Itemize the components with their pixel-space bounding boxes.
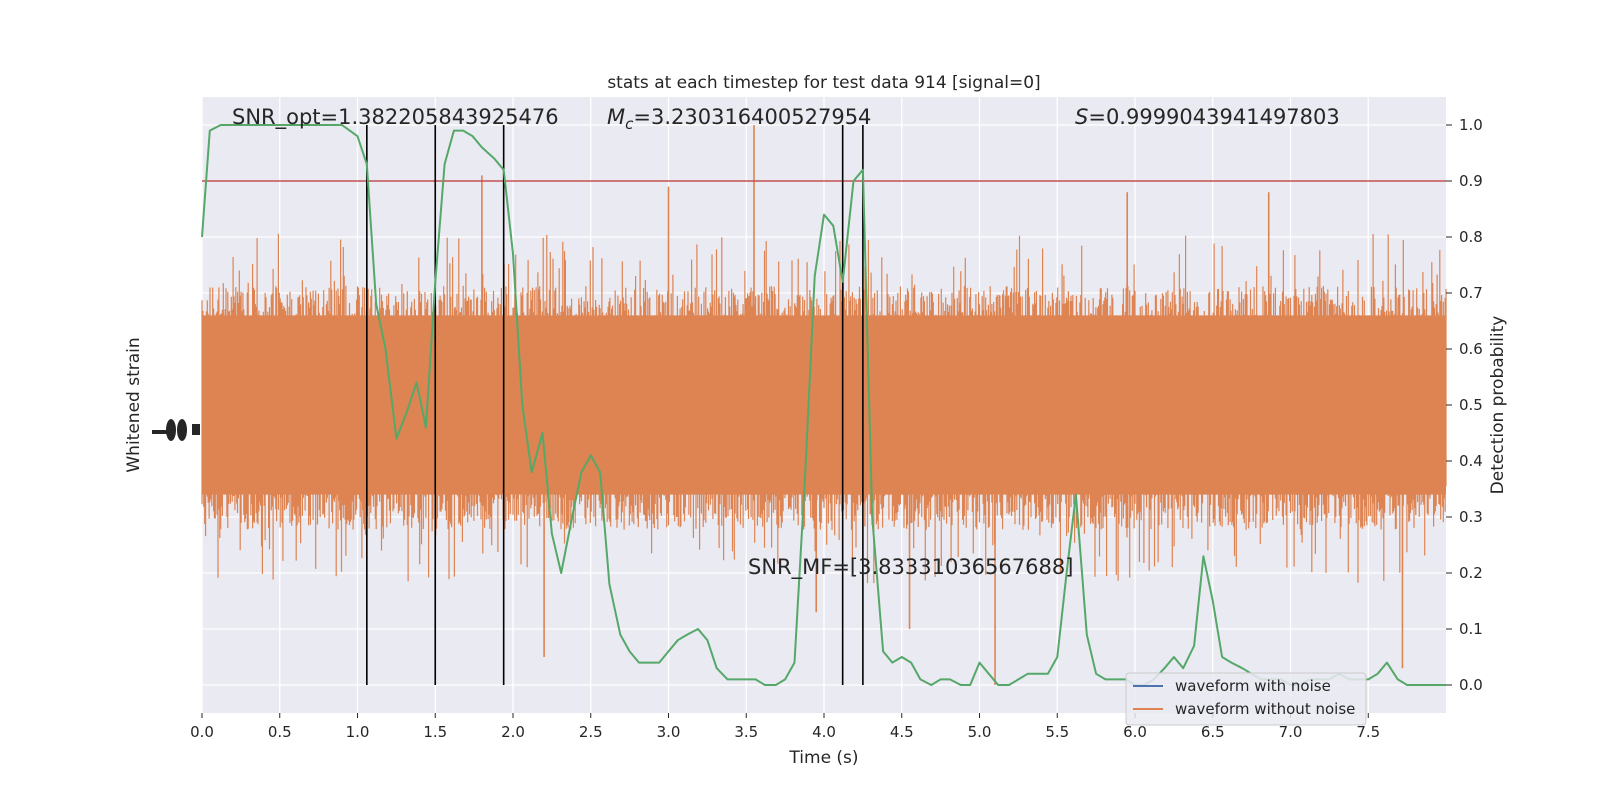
x-tick-label: 6.0 (1123, 723, 1147, 741)
right-tick-label: 0.7 (1459, 284, 1483, 302)
x-tick-label: 1.5 (423, 723, 447, 741)
chirp-mass-symbol: M (607, 105, 625, 129)
chirp-mass-annotation: Mc=3.230316400527954 (607, 105, 871, 133)
x-axis-ticks: 0.0 0.5 1.0 1.5 2.0 2.5 3.0 3.5 4.0 4.5 5.0 5.5 6.0 6… (190, 713, 1380, 741)
x-tick-label: 4.0 (812, 723, 836, 741)
x-axis-label: Time (s) (788, 748, 858, 768)
x-tick-label: 0.0 (190, 723, 214, 741)
left-tick-label-blob (166, 419, 176, 441)
chart-title: stats at each timestep for test data 914… (607, 73, 1040, 93)
legend-box (1125, 672, 1367, 726)
legend-label-with-noise: waveform with noise (1175, 677, 1331, 695)
right-axis-ticks: 0.0 0.1 0.2 0.3 0.4 0.5 0.6 0.7 0.8 0.9 1.0 (1446, 116, 1483, 694)
left-axis-label: Whitened strain (124, 337, 144, 472)
right-tick-label: 1.0 (1459, 116, 1483, 134)
detection-probability-layer (201, 124, 1446, 686)
right-tick-label: 0.6 (1459, 340, 1483, 358)
spin-symbol: S (1075, 105, 1088, 129)
x-tick-label: 3.5 (734, 723, 758, 741)
snr-mf-annotation: SNR_MF=[3.83331036567688] (748, 555, 1073, 580)
x-tick-label: 0.5 (268, 723, 292, 741)
snr-opt-annotation: SNR_opt=1.382205843925476 (232, 105, 559, 130)
spin-value: =0.9999043941497803 (1088, 105, 1339, 129)
chirp-mass-value: =3.230316400527954 (633, 105, 871, 129)
right-tick-label: 0.0 (1459, 676, 1483, 694)
x-tick-label: 7.5 (1356, 723, 1380, 741)
x-tick-label: 7.0 (1279, 723, 1303, 741)
x-tick-label: 5.0 (968, 723, 992, 741)
x-tick-label: 2.0 (501, 723, 525, 741)
x-tick-label: 3.0 (657, 723, 681, 741)
right-tick-label: 0.8 (1459, 228, 1483, 246)
legend: waveform with noise waveform without noi… (1125, 672, 1367, 726)
right-tick-label: 0.5 (1459, 396, 1483, 414)
right-tick-label: 0.4 (1459, 452, 1483, 470)
left-tick-label-blob (192, 424, 200, 435)
detection-probability-line (201, 124, 1446, 686)
right-tick-label: 0.2 (1459, 564, 1483, 582)
left-tick-mark (152, 430, 172, 434)
x-tick-label: 1.0 (346, 723, 370, 741)
noise-core (202, 315, 1446, 495)
right-tick-label: 0.1 (1459, 620, 1483, 638)
x-tick-label: 6.5 (1201, 723, 1225, 741)
right-tick-label: 0.9 (1459, 172, 1483, 190)
chirp-mass-subscript: c (625, 115, 634, 133)
right-axis-label: Detection probability (1488, 316, 1508, 495)
vertical-markers (366, 125, 864, 685)
x-tick-label: 5.5 (1045, 723, 1069, 741)
spin-annotation: S=0.9999043941497803 (1075, 105, 1340, 129)
x-tick-label: 2.5 (579, 723, 603, 741)
left-tick-label-blob (177, 419, 187, 441)
left-axis-ticks (152, 419, 200, 441)
legend-label-without-noise: waveform without noise (1175, 700, 1355, 718)
x-tick-label: 4.5 (890, 723, 914, 741)
right-tick-label: 0.3 (1459, 508, 1483, 526)
